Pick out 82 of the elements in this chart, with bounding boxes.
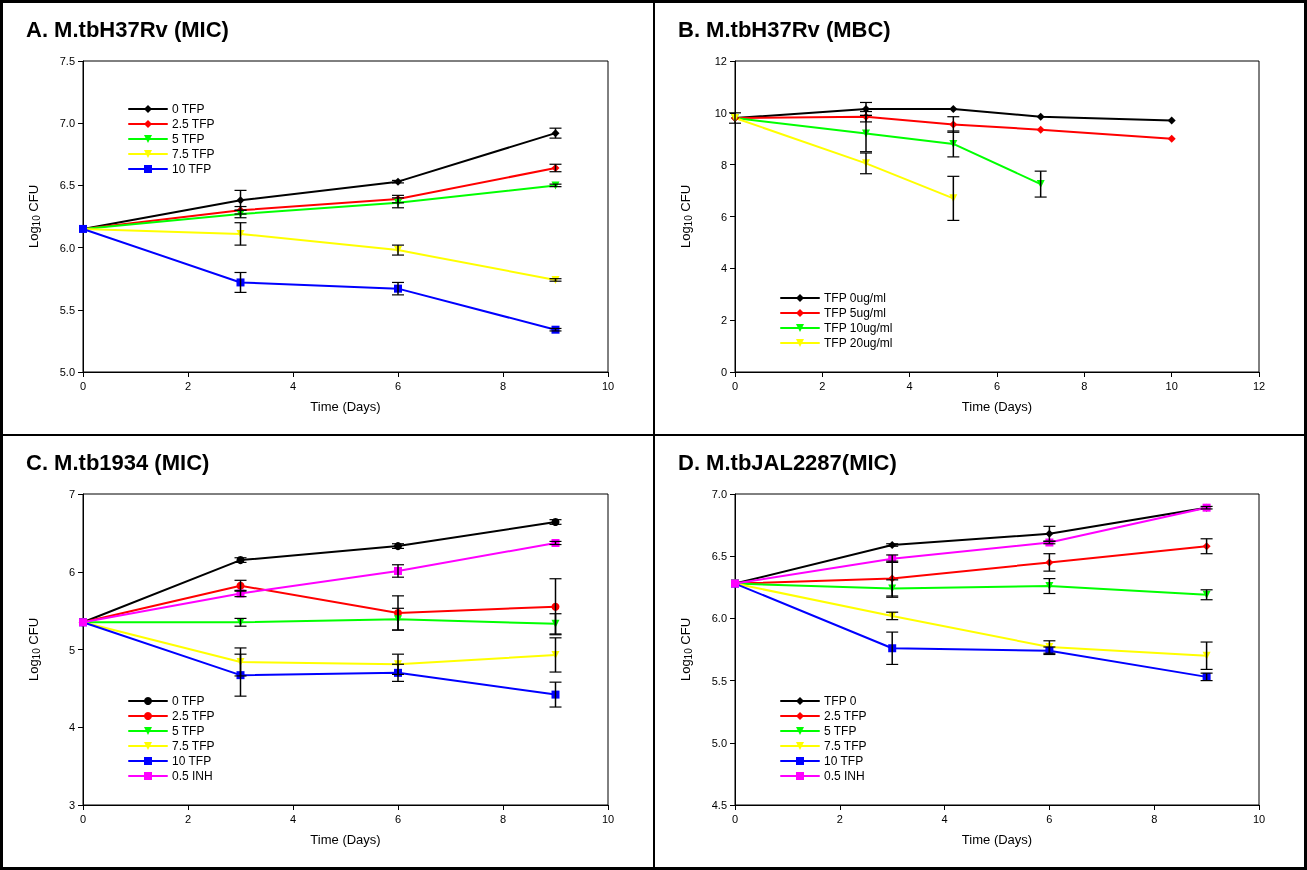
y-tick-label: 7 [68, 488, 75, 500]
y-tick-label: 5.0 [711, 736, 727, 749]
x-axis-title: Time (Days) [310, 832, 381, 847]
y-tick-label: 7.0 [59, 117, 75, 130]
legend-label: TFP 0ug/ml [824, 291, 886, 305]
x-tick-label: 8 [1081, 379, 1088, 392]
legend-label: 0 TFP [172, 102, 205, 116]
x-tick-label: 12 [1252, 379, 1266, 392]
x-axis-title: Time (Days) [961, 832, 1033, 847]
x-tick-label: 0 [731, 812, 739, 825]
y-tick-label: 7.0 [711, 488, 727, 500]
x-tick-label: 2 [819, 379, 826, 392]
x-tick-label: 10 [1165, 379, 1178, 392]
chart-title: D. M.tbJAL2287(MIC) [678, 449, 897, 475]
x-tick-label: 10 [1252, 812, 1266, 825]
x-tick-label: 6 [1046, 812, 1053, 825]
y-tick-label: 6 [68, 565, 75, 578]
x-tick-label: 10 [601, 812, 615, 825]
y-tick-label: 4 [68, 721, 75, 734]
legend-label: 10 TFP [172, 754, 212, 768]
legend-label: TFP 10ug/ml [824, 321, 893, 335]
legend-label: 0.5 INH [824, 769, 865, 783]
x-axis-title: Time (Days) [310, 399, 381, 414]
x-tick-label: 0 [79, 812, 87, 825]
chart-title: B. M.tbH37Rv (MBC) [678, 16, 891, 42]
x-axis-title: Time (Days) [961, 399, 1033, 414]
x-tick-label: 2 [184, 812, 192, 825]
y-tick-label: 6.5 [711, 550, 727, 563]
x-tick-label: 4 [289, 812, 297, 825]
x-tick-label: 6 [394, 379, 402, 392]
y-tick-label: 6.0 [711, 612, 727, 625]
y-axis-title: Log10 CFU [25, 184, 42, 249]
chart-title: A. M.tbH37Rv (MIC) [26, 16, 229, 42]
legend-label: 7.5 TFP [824, 739, 867, 753]
legend-label: TFP 20ug/ml [824, 336, 893, 350]
y-tick-label: 0 [720, 366, 727, 378]
legend-label: 5 TFP [172, 724, 205, 738]
y-tick-label: 6 [720, 210, 727, 223]
y-tick-label: 7.5 [59, 55, 75, 67]
legend-label: 10 TFP [824, 754, 864, 768]
y-tick-label: 12 [714, 55, 727, 67]
y-tick-label: 4.5 [711, 799, 727, 811]
x-tick-label: 4 [289, 379, 297, 392]
y-tick-label: 6.5 [59, 179, 75, 192]
y-tick-label: 6.0 [59, 241, 75, 254]
legend-label: 0.5 INH [172, 769, 213, 783]
y-axis-title: Log10 CFU [677, 617, 694, 682]
legend-label: 7.5 TFP [172, 739, 215, 753]
x-tick-label: 8 [499, 379, 507, 392]
x-tick-label: 8 [1151, 812, 1158, 825]
x-tick-label: 4 [906, 379, 913, 392]
x-tick-label: 0 [79, 379, 87, 392]
chart-title: C. M.tb1934 (MIC) [26, 449, 210, 475]
y-tick-label: 5.5 [59, 303, 75, 316]
legend-label: 7.5 TFP [172, 147, 215, 161]
x-tick-label: 10 [601, 379, 615, 392]
y-tick-label: 8 [720, 158, 727, 171]
x-tick-label: 6 [993, 379, 1001, 392]
y-tick-label: 5 [68, 643, 75, 656]
y-axis-title: Log10 CFU [677, 184, 694, 249]
legend-label: 2.5 TFP [172, 709, 215, 723]
x-tick-label: 0 [731, 379, 739, 392]
y-axis-title: Log10 CFU [25, 617, 42, 682]
legend-label: 5 TFP [824, 724, 857, 738]
y-tick-label: 5.5 [711, 674, 727, 687]
y-tick-label: 2 [720, 314, 727, 327]
legend-label: 2.5 TFP [172, 117, 215, 131]
y-tick-label: 5.0 [59, 366, 75, 378]
legend-label: TFP 0 [824, 694, 857, 708]
y-tick-label: 10 [714, 106, 727, 119]
y-tick-label: 4 [720, 262, 727, 275]
y-tick-label: 3 [68, 799, 75, 811]
legend-label: 10 TFP [172, 162, 212, 176]
legend-label: 2.5 TFP [824, 709, 867, 723]
x-tick-label: 2 [184, 379, 192, 392]
legend-label: 5 TFP [172, 132, 205, 146]
x-tick-label: 4 [941, 812, 948, 825]
x-tick-label: 2 [836, 812, 843, 825]
legend-label: 0 TFP [172, 694, 205, 708]
x-tick-label: 8 [499, 812, 507, 825]
x-tick-label: 6 [394, 812, 402, 825]
legend-label: TFP 5ug/ml [824, 306, 886, 320]
